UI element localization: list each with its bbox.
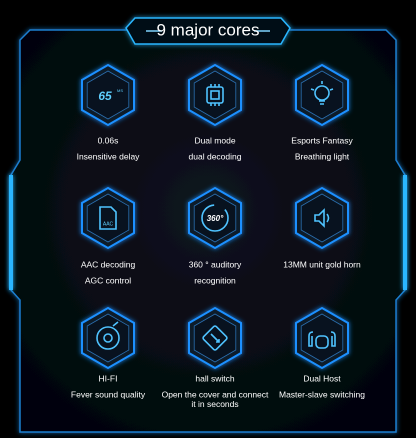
title: 9 major cores	[157, 20, 260, 39]
feature-label: Breathing light	[295, 151, 350, 161]
icon	[310, 81, 334, 105]
icon	[210, 84, 220, 106]
icon	[210, 90, 220, 100]
icon	[103, 333, 113, 343]
icon-text: 360°	[207, 214, 224, 223]
feature-label: Esports Fantasy	[291, 135, 353, 145]
feature-item: AAC AAC decoding AGC control	[81, 186, 136, 285]
icon	[326, 213, 330, 223]
feature-label: HI-FI	[99, 373, 118, 383]
feature-label: dual decoding	[189, 151, 242, 161]
side-accent	[9, 175, 407, 290]
feature-item: HI-FI Fever sound quality	[71, 306, 146, 399]
feature-label: AGC control	[85, 275, 131, 285]
icon	[96, 326, 120, 350]
icon	[202, 325, 228, 351]
icon	[314, 208, 325, 228]
icon	[99, 206, 117, 230]
title-box	[125, 17, 291, 45]
hexagon-inner	[300, 313, 344, 363]
icon	[112, 321, 119, 327]
icon-text: 65	[98, 89, 112, 103]
hexagon-inner	[86, 313, 130, 363]
feature-label: Master-slave switching	[279, 389, 365, 399]
hexagon-inner	[193, 193, 237, 243]
hexagon-inner	[193, 70, 237, 120]
icon	[308, 331, 314, 347]
feature-label: Fever sound quality	[71, 389, 146, 399]
feature-item: Dual Host Master-slave switching	[279, 306, 365, 399]
feature-label: hall switch	[195, 373, 234, 383]
icon-text: MS	[117, 88, 123, 93]
feature-label: AAC decoding	[81, 259, 136, 269]
feature-item: 360° 360 ° auditory recognition	[188, 186, 242, 285]
icon	[201, 204, 229, 232]
hexagon-inner	[86, 70, 130, 120]
feature-item: Dual mode dual decoding	[188, 63, 242, 161]
icon	[210, 333, 220, 343]
hexagon-inner	[86, 193, 130, 243]
icon	[330, 331, 336, 347]
feature-item: Esports Fantasy Breathing light	[291, 63, 353, 161]
feature-label: 0.06s	[98, 135, 119, 145]
feature-label: Insensitive delay	[77, 151, 141, 161]
hexagon-inner	[300, 193, 344, 243]
feature-label: recognition	[194, 275, 236, 285]
icon-text: AAC	[103, 221, 114, 227]
feature-label: 13MM unit gold horn	[283, 259, 361, 269]
feature-label: Dual Host	[303, 373, 341, 383]
feature-label: 360 ° auditory	[189, 259, 242, 269]
feature-item: 13MM unit gold horn	[283, 186, 361, 269]
feature-item: 65 MS 0.06s Insensitive delay	[77, 63, 141, 161]
icon	[314, 85, 330, 101]
feature-label: it in seconds	[191, 399, 238, 409]
icon	[315, 335, 329, 349]
feature-item: hall switch Open the cover and connectit …	[162, 306, 269, 409]
feature-label: Open the cover and connect	[162, 389, 269, 399]
feature-label: Dual mode	[194, 135, 235, 145]
hexagon-inner	[300, 70, 344, 120]
